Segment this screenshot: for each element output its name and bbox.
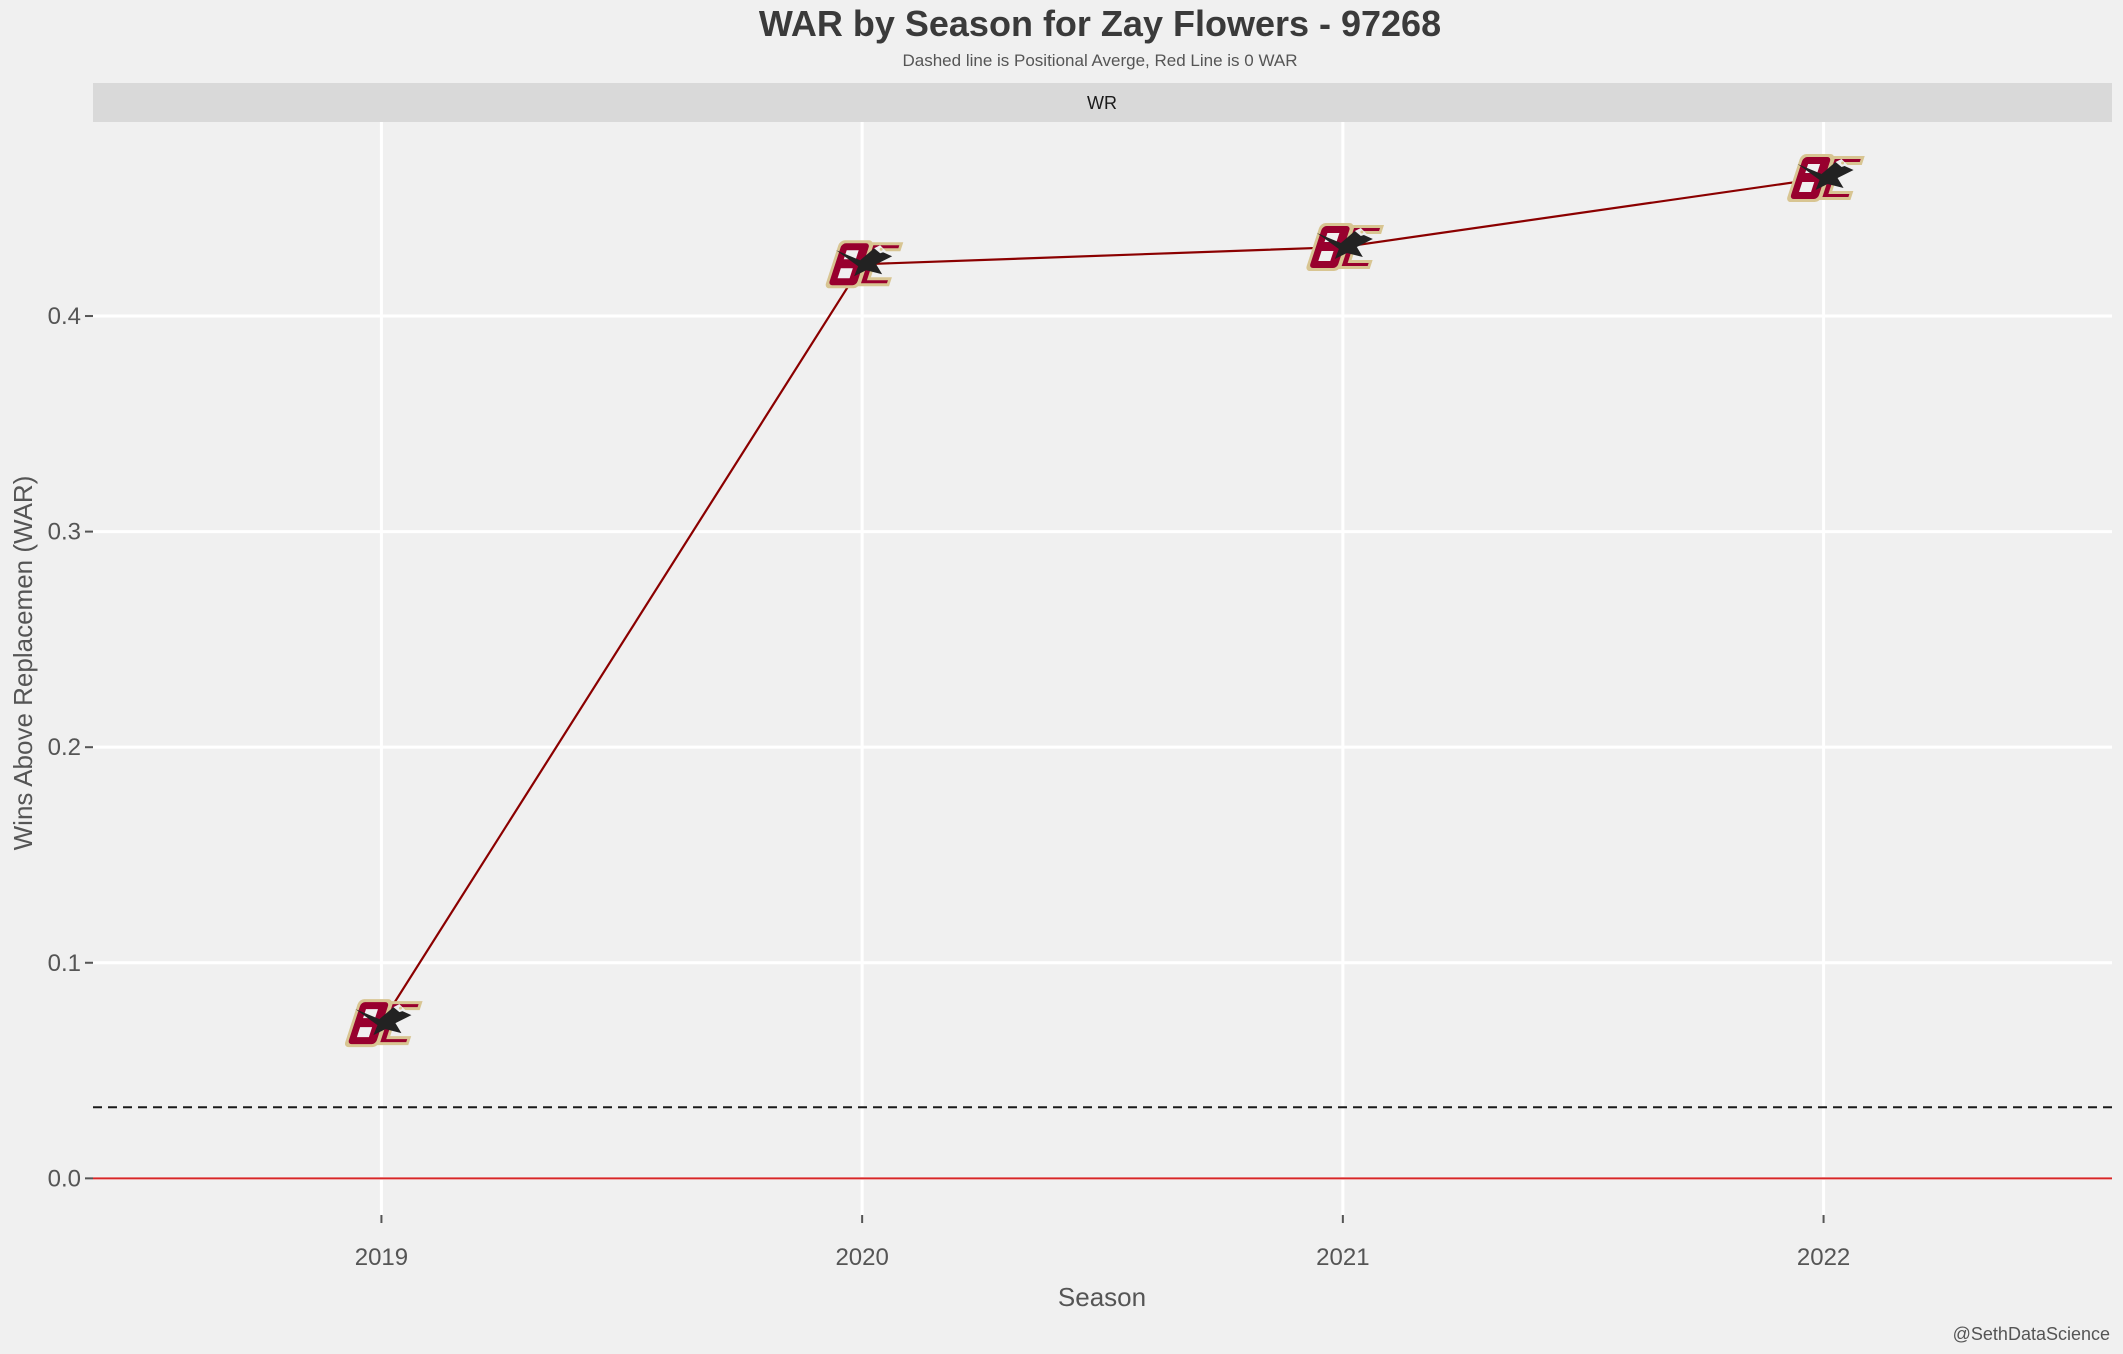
series-line <box>380 176 1824 1024</box>
bc-eagles-logo-marker-2019 <box>343 999 424 1048</box>
y-axis-ticks: 0.0 0.1 0.2 0.3 0.4 <box>48 303 93 1192</box>
chart-title: WAR by Season for Zay Flowers - 97268 <box>759 3 1441 44</box>
x-axis-ticks: 2019 2020 2021 2022 <box>355 1215 1850 1271</box>
facet-strip-label: WR <box>1087 93 1117 113</box>
y-tick-label: 0.2 <box>48 734 81 761</box>
x-tick-label: 2021 <box>1316 1244 1369 1271</box>
reference-lines <box>93 1106 2112 1180</box>
x-axis-title: Season <box>1058 1282 1146 1312</box>
x-tick-label: 2020 <box>835 1244 888 1271</box>
y-tick-label: 0.3 <box>48 519 81 546</box>
y-axis-title: Wins Above Replacemen (WAR) <box>8 476 38 851</box>
x-tick-label: 2019 <box>355 1244 408 1271</box>
bc-eagles-logo-marker-2021 <box>1305 223 1385 272</box>
caption: @SethDataScience <box>1953 1324 2110 1344</box>
y-tick-label: 0.0 <box>48 1165 81 1192</box>
grid-layer <box>93 122 2112 1215</box>
chart-subtitle: Dashed line is Positional Averge, Red Li… <box>903 51 1298 70</box>
series-layer <box>343 154 1866 1048</box>
x-tick-label: 2022 <box>1797 1244 1850 1271</box>
y-tick-label: 0.1 <box>48 950 81 977</box>
bc-eagles-logo-marker-2022 <box>1785 154 1866 203</box>
y-tick-label: 0.4 <box>48 303 81 330</box>
facet-strip <box>93 83 2112 122</box>
